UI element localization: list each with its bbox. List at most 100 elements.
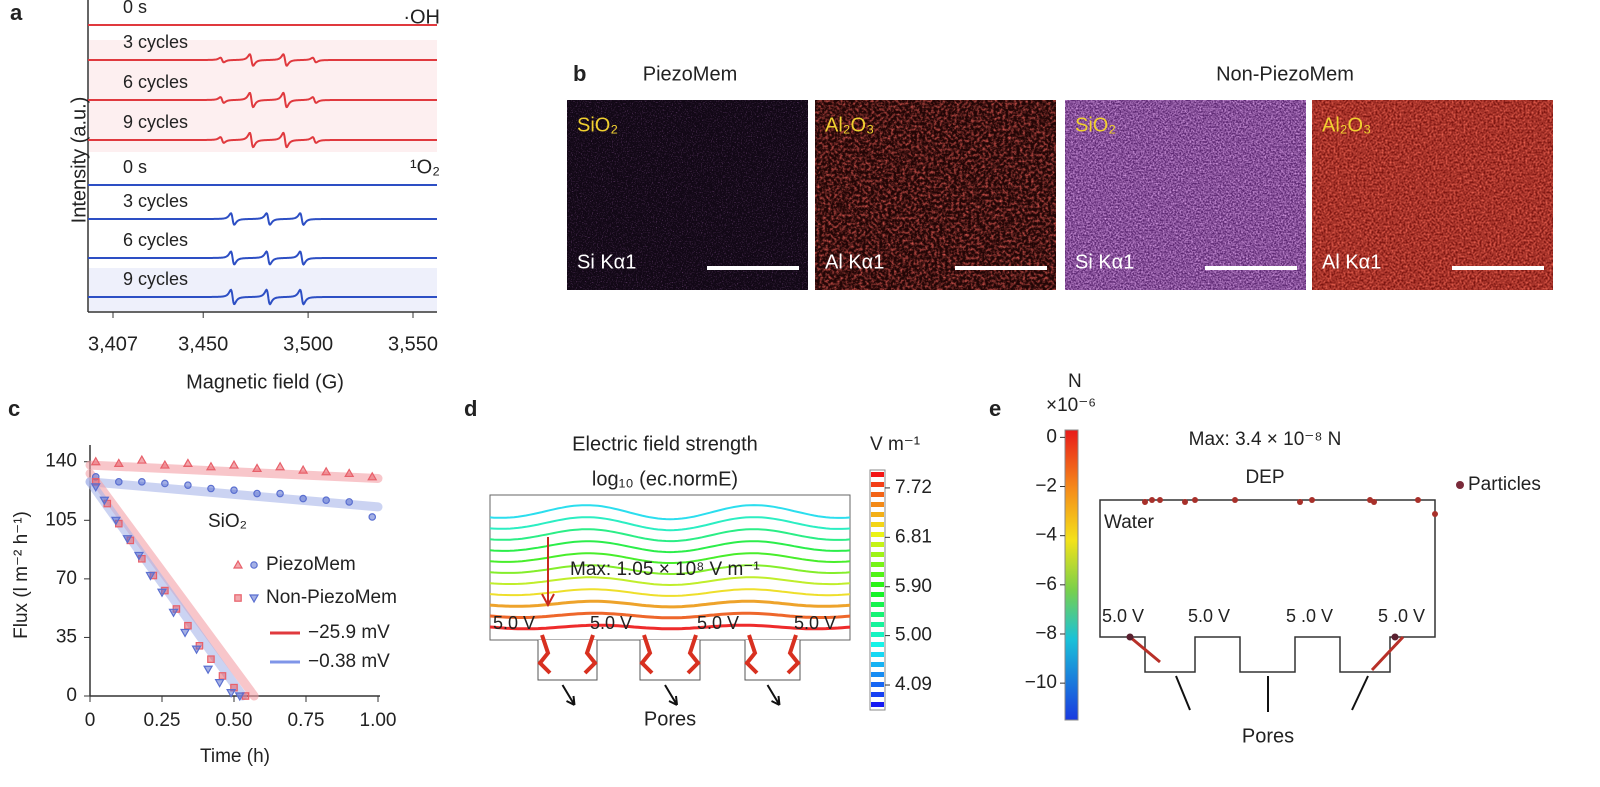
trace-label: 0 s bbox=[123, 0, 147, 17]
point bbox=[321, 466, 332, 476]
legend-label: PiezoMem bbox=[266, 554, 356, 575]
point bbox=[214, 679, 225, 688]
arrow bbox=[561, 684, 576, 706]
y-axis-label: Flux (l m⁻² h⁻¹) bbox=[11, 511, 32, 639]
title: Electric field strength bbox=[572, 433, 758, 455]
x-axis-label: Magnetic field (G) bbox=[186, 371, 344, 393]
colorbar-tick-label: 5.90 bbox=[895, 576, 932, 597]
colorbar-step bbox=[871, 512, 884, 517]
compound-label: SiO₂ bbox=[1075, 114, 1116, 136]
point bbox=[367, 471, 378, 481]
point bbox=[133, 551, 144, 561]
point bbox=[184, 481, 192, 489]
y-tick-label: 0 bbox=[66, 685, 77, 706]
point bbox=[299, 494, 307, 503]
spectrum bbox=[88, 53, 437, 67]
colorbar-step bbox=[871, 532, 884, 537]
spectrum bbox=[88, 131, 437, 149]
band bbox=[89, 40, 437, 152]
trace-label: 9 cycles bbox=[123, 269, 188, 289]
point bbox=[322, 496, 330, 505]
colorbar-step bbox=[871, 482, 884, 487]
x-tick-label: 0.50 bbox=[216, 710, 253, 731]
colorbar-step bbox=[871, 692, 884, 697]
point bbox=[180, 628, 191, 638]
colorbar-step bbox=[871, 702, 884, 707]
trace-label: 6 cycles bbox=[123, 72, 188, 92]
spectrum bbox=[88, 250, 437, 266]
pore bbox=[537, 640, 598, 681]
y-tick-label: 70 bbox=[56, 568, 77, 589]
medium-label: Water bbox=[1104, 512, 1155, 533]
x-tick-label: 0 bbox=[85, 710, 96, 731]
colorbar-step bbox=[871, 592, 884, 597]
colorbar-step bbox=[871, 682, 884, 687]
colorbar-step bbox=[871, 622, 884, 627]
x-tick-label: 3,450 bbox=[178, 333, 228, 355]
max-label: Max: 1.05 × 10⁸ V m⁻¹ bbox=[570, 559, 760, 580]
legend-label: −0.38 mV bbox=[308, 651, 390, 672]
colorbar-step bbox=[871, 582, 884, 587]
particle bbox=[1232, 497, 1238, 503]
voltage-label: 5 .0 V bbox=[1286, 606, 1333, 626]
colorbar-tick-label: 6.81 bbox=[895, 526, 932, 547]
force-label: DEP bbox=[1245, 467, 1284, 488]
fit-line bbox=[85, 460, 383, 483]
point bbox=[110, 516, 121, 526]
radical-label: ¹O₂ bbox=[410, 156, 440, 178]
contour bbox=[489, 552, 851, 564]
trace-label: 9 cycles bbox=[123, 112, 188, 132]
trace-label: 3 cycles bbox=[123, 32, 188, 52]
point bbox=[161, 479, 169, 488]
legend-marker bbox=[248, 594, 260, 604]
legend-label: Non-PiezoMem bbox=[266, 587, 397, 608]
contour bbox=[489, 540, 851, 554]
colorbar bbox=[1064, 429, 1079, 721]
point bbox=[138, 478, 146, 486]
point bbox=[218, 672, 227, 680]
particle bbox=[1391, 633, 1399, 641]
point bbox=[113, 458, 124, 468]
point bbox=[345, 498, 354, 506]
colorbar-step bbox=[871, 522, 884, 527]
arrow bbox=[1351, 675, 1369, 711]
hot-contour bbox=[744, 634, 801, 675]
voltage-label: 5.0 V bbox=[493, 613, 535, 633]
colorbar-step bbox=[871, 492, 884, 497]
pores-label: Pores bbox=[1242, 725, 1294, 747]
point bbox=[230, 486, 238, 494]
colorbar-tick-label: −10 bbox=[1025, 672, 1057, 693]
voltage-label: 5.0 V bbox=[590, 613, 632, 633]
hot-contour bbox=[537, 634, 598, 675]
point bbox=[252, 463, 263, 473]
voltage-label: 5 .0 V bbox=[1378, 606, 1425, 626]
particle bbox=[1309, 497, 1315, 503]
y-tick-label: 105 bbox=[45, 509, 77, 530]
compound-label: Al₂O₃ bbox=[1322, 114, 1371, 136]
particle bbox=[1192, 497, 1198, 503]
map-texture bbox=[567, 100, 808, 290]
point bbox=[145, 571, 156, 581]
point bbox=[253, 489, 261, 498]
panel-letter: c bbox=[8, 396, 20, 421]
particle bbox=[1432, 511, 1438, 517]
particle bbox=[1149, 497, 1155, 503]
hot-contour bbox=[639, 634, 701, 675]
colorbar-step bbox=[871, 612, 884, 617]
line-label: Al Kα1 bbox=[825, 251, 884, 273]
point bbox=[203, 665, 214, 675]
map-texture bbox=[1312, 100, 1553, 290]
group-title: PiezoMem bbox=[643, 63, 737, 85]
contour bbox=[489, 599, 851, 609]
legend-title: SiO₂ bbox=[208, 511, 247, 532]
point bbox=[207, 655, 215, 663]
panel-letter: e bbox=[989, 396, 1001, 421]
particle bbox=[1142, 499, 1148, 505]
map-texture bbox=[815, 100, 1056, 290]
line-label: Al Kα1 bbox=[1322, 251, 1381, 273]
colorbar-unit: N bbox=[1068, 371, 1082, 392]
colorbar-multiplier: ×10⁻⁶ bbox=[1046, 395, 1096, 416]
colorbar-step bbox=[871, 562, 884, 567]
point bbox=[99, 496, 110, 506]
point bbox=[344, 468, 355, 478]
